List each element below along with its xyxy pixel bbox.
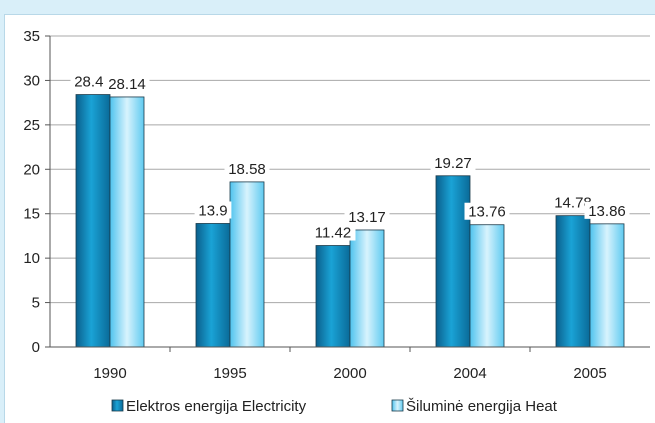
x-tick-label: 2005 <box>573 365 606 382</box>
bar <box>109 96 145 348</box>
legend-swatch <box>111 399 124 412</box>
y-tick-label: 10 <box>23 250 40 267</box>
bar <box>435 175 471 348</box>
data-label-bg <box>310 223 356 241</box>
data-label-bg <box>464 202 510 220</box>
x-tick-label: 1995 <box>213 365 246 382</box>
legend-label: Elektros energija Electricity <box>126 398 307 415</box>
data-label-bg <box>194 201 232 219</box>
bar <box>315 245 351 348</box>
data-label-bg <box>584 201 630 219</box>
data-label: 28.41 <box>74 74 112 91</box>
data-label-bg <box>344 207 390 225</box>
x-axis-ticks: 1990 1995 2000 2004 2005 <box>93 365 606 382</box>
data-label: 18.58 <box>228 161 266 178</box>
y-tick-label: 35 <box>23 28 40 45</box>
bar <box>229 181 265 348</box>
legend-swatch <box>391 399 404 412</box>
y-tick-label: 20 <box>23 161 40 178</box>
y-tick-label: 0 <box>32 339 40 356</box>
data-label-bg <box>550 193 596 211</box>
data-label-bg <box>70 72 116 90</box>
data-label: 13.17 <box>348 209 386 226</box>
legend-label: Šiluminė energija Heat <box>406 398 558 415</box>
x-tick-label: 1990 <box>93 365 126 382</box>
data-label: 13.9 <box>198 202 227 219</box>
data-label: 13.76 <box>468 204 506 221</box>
data-label: 11.42 <box>315 225 351 242</box>
y-tick-label: 15 <box>23 206 40 223</box>
legend: Elektros energija Electricity Šiluminė en… <box>111 398 558 415</box>
bars <box>75 94 625 348</box>
data-label-bg <box>224 159 270 177</box>
bar <box>195 223 231 348</box>
bar <box>555 215 591 348</box>
x-tick-label: 2004 <box>453 365 486 382</box>
y-tick-label: 30 <box>23 72 40 89</box>
bar <box>469 224 505 348</box>
bar <box>349 229 385 348</box>
y-tick-label: 5 <box>32 295 40 312</box>
y-tick-label: 25 <box>23 117 40 134</box>
y-axis-ticks: 0 5 10 15 20 25 30 35 <box>23 28 40 356</box>
data-label: 14.78 <box>554 195 592 212</box>
data-label: 13.86 <box>588 203 626 220</box>
bar <box>589 223 625 348</box>
data-label: 28.14 <box>108 76 146 93</box>
bar <box>75 94 111 348</box>
x-tick-label: 2000 <box>333 365 366 382</box>
axes <box>45 35 650 352</box>
data-label-bg <box>430 153 476 171</box>
data-label: 19.27 <box>434 155 472 172</box>
data-label-bg <box>104 74 150 92</box>
